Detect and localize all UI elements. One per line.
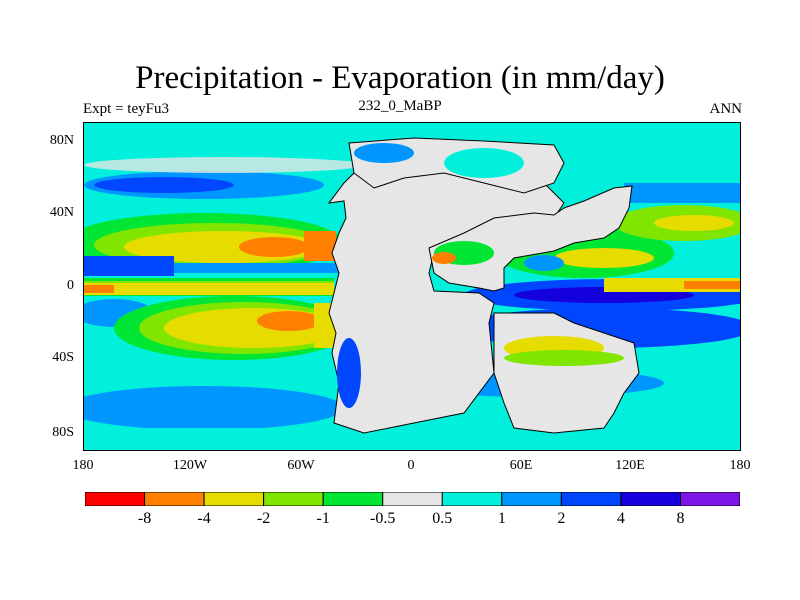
experiment-label: Expt = teyFu3 <box>83 101 169 117</box>
lat-tick-80n: 80N <box>49 133 74 148</box>
colorbar-tick-label: -1 <box>316 510 330 527</box>
colorbar-swatch <box>322 492 384 506</box>
colorbar-swatch <box>620 492 681 506</box>
colorbar-tick-label: 1 <box>497 510 506 527</box>
east-north-yellow <box>654 215 734 231</box>
colorbar-swatch <box>263 492 324 506</box>
colorbar-swatch <box>679 492 740 506</box>
equator-yellow <box>84 283 334 295</box>
lon-tick-180w: 180 <box>72 458 94 473</box>
lat-tick-40s: 40S <box>52 350 74 365</box>
colorbar-swatch <box>85 492 146 506</box>
land-orange-patch <box>432 252 456 264</box>
colorbar-tick-label: -2 <box>256 510 271 527</box>
antarctic-band <box>84 428 740 450</box>
equator-lightblue-west <box>174 263 344 273</box>
colorbar-tick-label: 2 <box>557 510 566 527</box>
colorbar-swatch <box>144 492 205 506</box>
map-title: Precipitation - Evaporation (in mm/day) <box>135 60 665 96</box>
east-north-blue <box>624 183 740 203</box>
north-blue-band-core <box>94 177 234 193</box>
map-panel <box>83 122 741 451</box>
north-pacific-light <box>84 157 364 173</box>
land-blue-north <box>354 143 414 163</box>
lon-tick-120w: 120W <box>172 458 208 473</box>
colorbar <box>85 492 740 506</box>
lat-tick-0: 0 <box>67 278 74 293</box>
east-orange-equator <box>684 281 740 289</box>
colorbar-swatch <box>501 492 562 506</box>
period-label: 232_0_MaBP <box>358 98 442 114</box>
equator-blue-west <box>84 256 174 276</box>
season-label: ANN <box>709 101 743 117</box>
precipitation-map <box>84 123 740 450</box>
colorbar-tick-label: -0.5 <box>370 510 396 527</box>
equator-orange <box>84 285 114 293</box>
colorbar-tick-label: 0.5 <box>432 510 453 527</box>
north-polar-band <box>84 123 740 141</box>
land-blue-patch <box>524 255 564 271</box>
s-subtropic-orange <box>257 311 321 331</box>
lat-tick-40n: 40N <box>49 205 74 220</box>
colorbar-tick-label: 8 <box>676 510 685 527</box>
lon-tick-60e: 60E <box>509 458 533 473</box>
tethys-yellow <box>554 248 654 268</box>
land-cyan-north <box>444 148 524 178</box>
east-land-mass <box>428 185 633 292</box>
lon-tick-180e: 180 <box>729 458 751 473</box>
colorbar-swatch <box>441 492 503 506</box>
colorbar-swatch <box>382 492 443 506</box>
lon-tick-120e: 120E <box>615 458 645 473</box>
n-pacific-orange-edge <box>304 231 336 261</box>
lon-tick-60w: 60W <box>287 458 315 473</box>
southern-ocean-lightblue <box>84 386 344 430</box>
lon-tick-0: 0 <box>407 458 415 473</box>
land-blue-west <box>337 338 361 408</box>
lat-tick-80s: 80S <box>52 425 74 440</box>
n-subtropic-orange <box>239 237 309 257</box>
colorbar-swatch <box>203 492 265 506</box>
colorbar-tick-label: -4 <box>197 510 211 527</box>
land-green-south <box>504 350 624 366</box>
colorbar-tick-label: 4 <box>616 510 625 527</box>
colorbar-tick-label: -8 <box>137 510 152 527</box>
colorbar-swatch <box>560 492 622 506</box>
